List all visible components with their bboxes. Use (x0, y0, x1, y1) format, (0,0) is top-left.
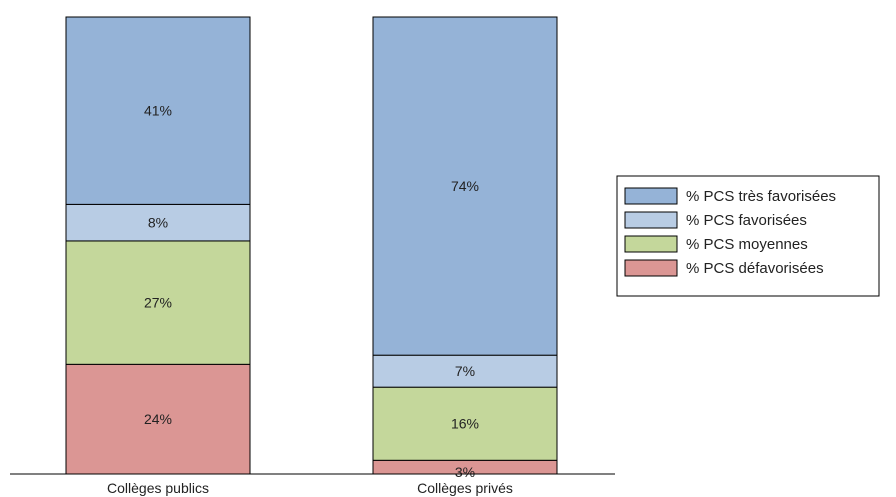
data-label-colleges-publics-pcs-moyennes: 27% (144, 295, 172, 311)
data-label-colleges-publics-pcs-favorisees: 8% (148, 215, 168, 231)
data-label-colleges-publics-pcs-defavorisees: 24% (144, 411, 172, 427)
data-label-colleges-prives-pcs-favorisees: 7% (455, 363, 475, 379)
category-label-colleges-publics: Collèges publics (107, 480, 209, 496)
bars-group: 24% 27% 8% 41% 3% 16% 7% 74% (65, 16, 558, 480)
legend-swatch-pcs-tres-favorisees (624, 187, 678, 205)
legend-swatch-pcs-favorisees (624, 211, 678, 229)
bar-colleges-prives-pcs-tres-favorisees (372, 16, 558, 356)
bar-colleges-publics-pcs-moyennes (65, 240, 251, 365)
bar-colleges-publics-pcs-tres-favorisees (65, 16, 251, 205)
legend-label-pcs-defavorisees: % PCS défavorisées (686, 260, 824, 277)
bar-colleges-prives-pcs-favorisees (372, 354, 558, 388)
bar-colleges-publics-pcs-defavorisees (65, 363, 251, 475)
bar-colleges-prives-pcs-moyennes (372, 386, 558, 461)
data-label-colleges-prives-pcs-defavorisees: 3% (455, 464, 475, 480)
data-label-colleges-publics-pcs-tres-favorisees: 41% (144, 103, 172, 119)
legend: % PCS très favorisées % PCS favorisées % P… (616, 175, 880, 297)
legend-label-pcs-favorisees: % PCS favorisées (686, 212, 807, 229)
legend-swatch-pcs-defavorisees (624, 259, 678, 277)
legend-swatch-pcs-moyennes (624, 235, 678, 253)
data-label-colleges-prives-pcs-tres-favorisees: 74% (451, 178, 479, 194)
data-label-colleges-prives-pcs-moyennes: 16% (451, 416, 479, 432)
category-labels: Collèges publics Collèges privés (107, 480, 513, 496)
legend-label-pcs-moyennes: % PCS moyennes (686, 236, 808, 253)
category-label-colleges-prives: Collèges privés (417, 480, 513, 496)
legend-label-pcs-tres-favorisees: % PCS très favorisées (686, 188, 836, 205)
